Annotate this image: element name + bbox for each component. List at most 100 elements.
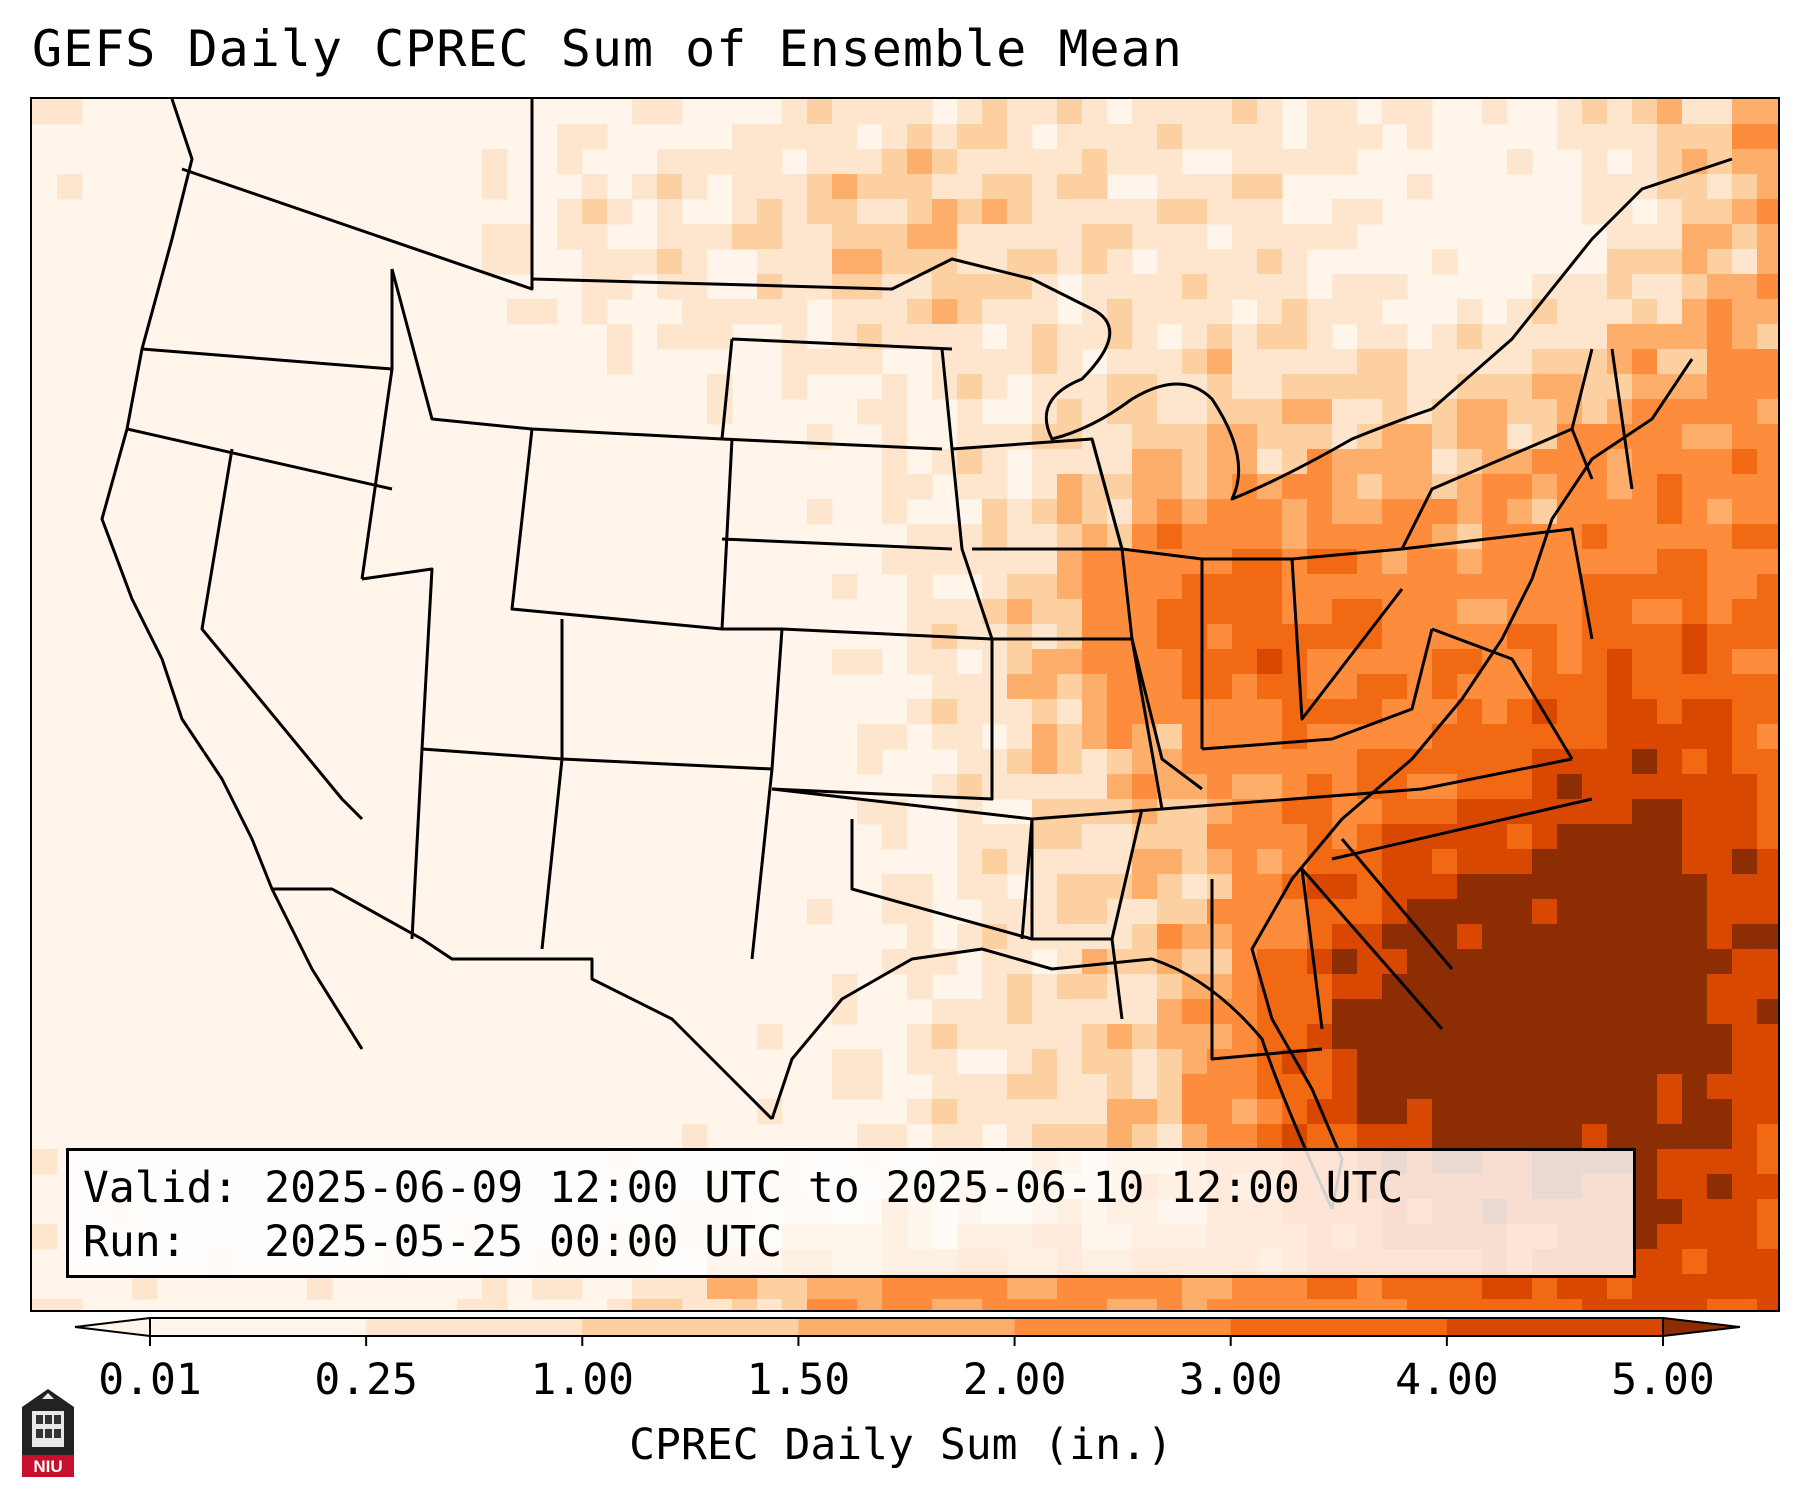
precip-cell: [1357, 499, 1383, 525]
precip-cell: [1282, 374, 1308, 400]
precip-cell: [1582, 574, 1608, 600]
precip-cell: [1632, 799, 1658, 825]
precip-cell: [632, 99, 658, 125]
precip-cell: [1207, 574, 1233, 600]
precip-cell: [1082, 124, 1108, 150]
precip-cell: [1407, 349, 1433, 375]
precip-cell: [607, 1299, 633, 1310]
precip-cell: [1607, 724, 1633, 750]
precip-cell: [1757, 1149, 1778, 1175]
precip-cell: [1282, 149, 1308, 175]
precip-cell: [1457, 1024, 1483, 1050]
precip-cell: [1132, 1299, 1158, 1310]
precip-cell: [1557, 374, 1583, 400]
precip-cell: [1132, 574, 1158, 600]
precip-cell: [1032, 449, 1058, 475]
precip-cell: [1632, 599, 1658, 625]
precip-cell: [1257, 1274, 1283, 1300]
precip-cell: [1757, 849, 1778, 875]
precip-cell: [482, 224, 508, 250]
precip-cell: [1632, 724, 1658, 750]
precip-cell: [1032, 999, 1058, 1025]
precip-cell: [982, 874, 1008, 900]
precip-cell: [1032, 599, 1058, 625]
precip-cell: [782, 349, 808, 375]
precip-cell: [1082, 649, 1108, 675]
precip-cell: [1732, 199, 1758, 225]
precip-cell: [1107, 874, 1133, 900]
precip-cell: [1682, 949, 1708, 975]
precip-cell: [1057, 724, 1083, 750]
precip-cell: [1582, 99, 1608, 125]
precip-cell: [1482, 749, 1508, 775]
precip-cell: [1532, 1299, 1558, 1310]
precip-cell: [1332, 599, 1358, 625]
precip-cell: [1582, 374, 1608, 400]
precip-cell: [1732, 974, 1758, 1000]
precip-cell: [857, 174, 883, 200]
precip-cell: [1332, 349, 1358, 375]
state-line-id: [360, 269, 394, 580]
precip-cell: [1232, 374, 1258, 400]
precip-cell: [1707, 199, 1733, 225]
precip-cell: [1082, 399, 1108, 425]
precip-cell: [1007, 174, 1033, 200]
precip-cell: [757, 224, 783, 250]
precip-cell: [1507, 624, 1533, 650]
precip-cell: [1332, 524, 1358, 550]
state-line-co: [560, 619, 784, 771]
precip-cell: [1757, 224, 1778, 250]
precip-cell: [932, 299, 958, 325]
precip-cell: [1232, 974, 1258, 1000]
precip-cell: [907, 124, 933, 150]
precip-cell: [1282, 349, 1308, 375]
precip-cell: [757, 1299, 783, 1310]
precip-cell: [1557, 499, 1583, 525]
precip-cell: [1682, 1274, 1708, 1300]
precip-cell: [757, 174, 783, 200]
precip-cell: [1482, 724, 1508, 750]
precip-cell: [1582, 1099, 1608, 1125]
state-line-wi-il: [1090, 438, 1203, 791]
precip-cell: [1757, 1199, 1778, 1225]
precip-cell: [1757, 949, 1778, 975]
precip-cell: [1482, 699, 1508, 725]
precip-cell: [1032, 1274, 1058, 1300]
precip-cell: [1307, 849, 1333, 875]
precip-cell: [1707, 224, 1733, 250]
precip-cell: [807, 1274, 833, 1300]
precip-cell: [1582, 274, 1608, 300]
precip-cell: [1607, 599, 1633, 625]
precip-cell: [582, 299, 608, 325]
precip-cell: [1007, 99, 1033, 125]
precip-cell: [1307, 1099, 1333, 1125]
state-line-ca-or: [126, 427, 393, 491]
colorbar-segment: [582, 1318, 799, 1336]
precip-cell: [1107, 924, 1133, 950]
precip-cell: [1632, 749, 1658, 775]
precip-cell: [1207, 549, 1233, 575]
precip-cell: [1457, 849, 1483, 875]
precip-cell: [1157, 999, 1183, 1025]
precip-cell: [1682, 274, 1708, 300]
precip-cell: [1482, 824, 1508, 850]
precip-cell: [1032, 324, 1058, 350]
precip-cell: [1132, 324, 1158, 350]
precip-cell: [957, 674, 983, 700]
precip-cell: [1757, 474, 1778, 500]
precip-cell: [1107, 324, 1133, 350]
precip-cell: [1332, 574, 1358, 600]
precip-cell: [1132, 624, 1158, 650]
precip-cell: [1682, 874, 1708, 900]
precip-cell: [932, 1099, 958, 1125]
precip-cell: [1582, 949, 1608, 975]
precip-cell: [1582, 199, 1608, 225]
precip-cell: [1657, 149, 1683, 175]
precip-cell: [1382, 1099, 1408, 1125]
precip-cell: [1357, 1074, 1383, 1100]
precip-cell: [1032, 299, 1058, 325]
precip-cell: [882, 249, 908, 275]
precip-cell: [1232, 399, 1258, 425]
precip-cell: [1032, 849, 1058, 875]
precip-cell: [1257, 1124, 1283, 1150]
